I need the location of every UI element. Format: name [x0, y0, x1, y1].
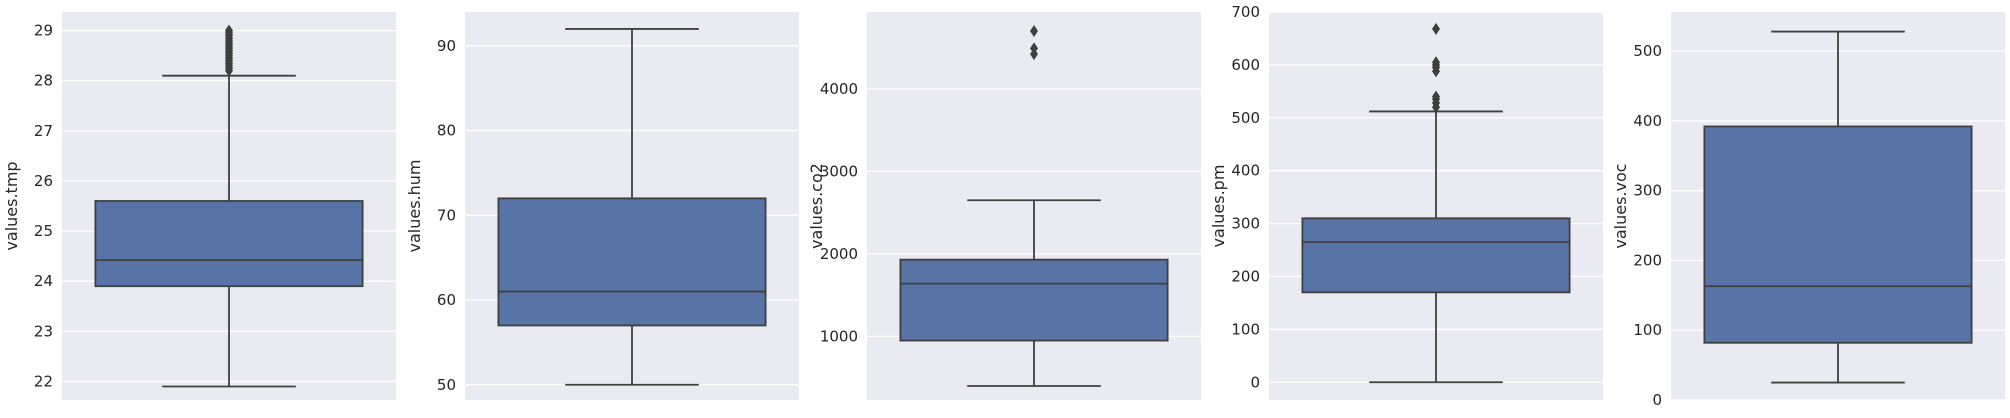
y-tick-label: 50: [437, 376, 456, 394]
outlier-point: [1432, 56, 1440, 69]
chart-panel-3: 1000 2000 3000 4000 values.co2: [807, 12, 1201, 400]
y-tick-label: 600: [1231, 56, 1260, 74]
y-tick-label: 24: [34, 272, 53, 290]
y-tick-label: 300: [1633, 182, 1662, 200]
y-tick-label: 90: [437, 37, 456, 55]
y-tick-label: 60: [437, 291, 456, 309]
y-tick-label: 300: [1231, 215, 1260, 233]
chart-panel-5: 0 100 200 300 400 500 values.voc: [1611, 12, 2005, 409]
chart-panel-1: 22 23 24 25 26 27 28 29 values.tmp: [2, 12, 396, 400]
y-tick-label: 100: [1231, 320, 1260, 338]
y-tick-label: 26: [34, 172, 53, 190]
y-axis-label: values.pm: [1209, 165, 1228, 248]
y-axis-label: values.tmp: [2, 161, 21, 250]
outlier-point: [1432, 90, 1440, 103]
outlier-point: [1432, 22, 1440, 35]
y-tick-label: 400: [1633, 112, 1662, 130]
y-tick-label: 1000: [820, 327, 858, 345]
outlier-point: [1030, 24, 1038, 37]
y-axis-label: values.voc: [1611, 163, 1630, 248]
y-tick-label: 200: [1633, 251, 1662, 269]
y-tick-label: 2000: [820, 245, 858, 263]
y-tick-label: 80: [437, 122, 456, 140]
y-tick-label: 29: [34, 22, 53, 40]
y-tick-label: 500: [1231, 109, 1260, 127]
y-tick-label: 200: [1231, 267, 1260, 285]
y-tick-label: 400: [1231, 162, 1260, 180]
y-axis-label: values.hum: [405, 160, 424, 253]
y-tick-label: 0: [1652, 391, 1662, 409]
outlier-point: [225, 24, 233, 37]
outlier-point: [1030, 42, 1038, 55]
y-tick-label: 28: [34, 72, 53, 90]
y-tick-label: 27: [34, 122, 53, 140]
box-iqr: [94, 200, 364, 288]
y-tick-label: 500: [1633, 42, 1662, 60]
y-axis-label: values.co2: [807, 163, 826, 249]
y-tick-label: 23: [34, 322, 53, 340]
y-tick-label: 3000: [820, 162, 858, 180]
chart-panel-4: 0 100 200 300 400 500 600 700 values.pm: [1209, 3, 1603, 400]
y-tick-label: 4000: [820, 80, 858, 98]
box-iqr: [1703, 125, 1973, 344]
box-iqr: [1301, 217, 1571, 294]
y-tick-label: 70: [437, 206, 456, 224]
y-tick-label: 0: [1250, 373, 1260, 391]
y-tick-label: 100: [1633, 321, 1662, 339]
box-iqr: [497, 197, 767, 327]
y-tick-label: 22: [34, 372, 53, 390]
box-iqr: [899, 258, 1169, 342]
y-tick-label: 700: [1231, 3, 1260, 21]
y-tick-label: 25: [34, 222, 53, 240]
chart-panel-2: 50 60 70 80 90 values.hum: [405, 12, 799, 400]
